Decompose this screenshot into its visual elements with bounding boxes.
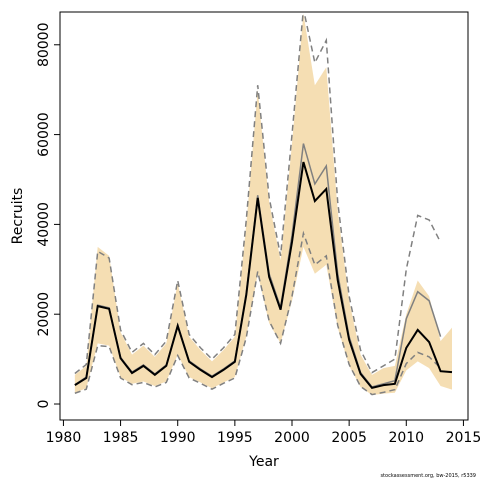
plot-area: [74, 12, 453, 396]
x-tick-label: 1985: [103, 430, 139, 446]
y-tick-label: 40000: [36, 202, 52, 247]
x-axis-label: Year: [248, 454, 279, 470]
confidence-band: [74, 13, 452, 396]
y-tick-label: 80000: [36, 23, 52, 68]
x-tick-label: 2005: [331, 430, 367, 446]
x-tick-label: 2010: [388, 430, 424, 446]
x-tick-label: 1990: [160, 430, 196, 446]
y-tick-label: 0: [36, 400, 52, 409]
series-line: [74, 12, 442, 375]
x-tick-label: 1995: [217, 430, 253, 446]
x-tick-label: 1980: [46, 430, 82, 446]
y-tick-label: 60000: [36, 112, 52, 157]
y-axis-label: Recruits: [10, 188, 26, 245]
x-tick-label: 2015: [446, 430, 480, 446]
footnote: stockassessment.org, bw-2015, r5339: [380, 473, 476, 479]
series-line: [74, 161, 453, 389]
plot-frame: [59, 11, 469, 421]
series-line: [74, 230, 442, 396]
y-tick-label: 20000: [36, 292, 52, 337]
x-tick-label: 2000: [274, 430, 310, 446]
